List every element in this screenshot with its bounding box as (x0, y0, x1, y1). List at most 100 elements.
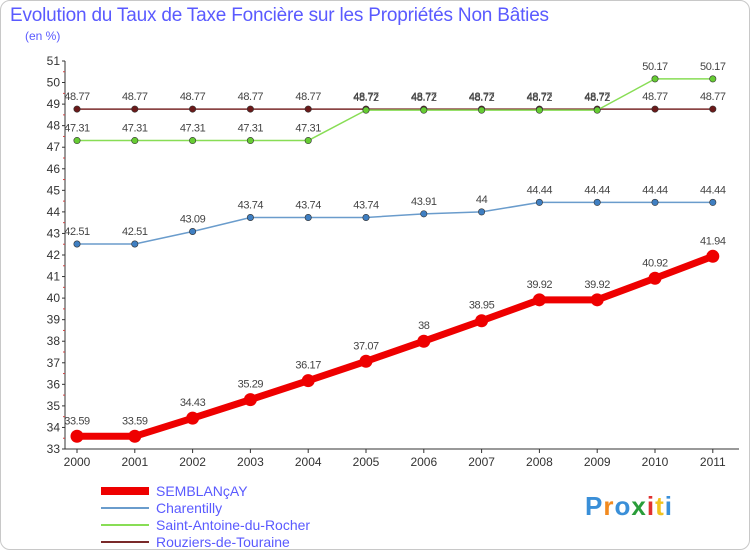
data-label: 48.72 (527, 92, 553, 104)
x-tick-label: 2008 (526, 455, 553, 469)
x-tick-label: 2011 (700, 455, 726, 469)
logo-letter: x (631, 491, 647, 521)
data-label: 40.92 (642, 257, 668, 269)
data-point (420, 106, 428, 114)
data-label: 43.91 (411, 196, 437, 208)
series-line (73, 252, 717, 440)
y-tick-label: 37 (47, 356, 61, 370)
data-point (709, 198, 717, 206)
data-label: 48.72 (584, 92, 610, 104)
data-label: 42.51 (64, 226, 90, 238)
x-tick-label: 2006 (410, 455, 437, 469)
y-tick-label: 46 (47, 162, 61, 176)
data-label: 44.44 (700, 184, 726, 196)
legend-label: Rouziers-de-Touraine (156, 534, 290, 550)
data-label: 43.74 (353, 199, 379, 211)
data-point (420, 210, 428, 218)
data-label: 42.51 (122, 226, 148, 238)
legend-swatch (101, 541, 149, 543)
data-label: 33.59 (64, 415, 90, 427)
data-point (475, 314, 489, 328)
data-label: 41.94 (700, 235, 726, 247)
data-point (131, 105, 139, 113)
data-point (709, 75, 717, 83)
data-label: 44.44 (642, 184, 668, 196)
legend-swatch (101, 507, 149, 509)
data-label: 37.07 (353, 340, 379, 352)
logo-letter: o (614, 491, 632, 521)
data-label: 48.77 (469, 91, 495, 103)
data-point (362, 213, 370, 221)
x-tick-label: 2004 (295, 455, 322, 469)
data-point (301, 374, 315, 388)
data-label: 48.77 (180, 91, 206, 103)
data-label: 48.77 (700, 91, 726, 103)
y-tick-label: 36 (47, 377, 61, 391)
data-point (304, 137, 312, 145)
y-tick-label: 47 (47, 140, 61, 154)
data-point (246, 137, 254, 145)
data-point (246, 213, 254, 221)
data-point (189, 105, 197, 113)
data-point (73, 105, 81, 113)
y-tick-label: 41 (47, 270, 61, 284)
data-label: 36.17 (295, 360, 321, 372)
legend-label: Charentilly (156, 500, 223, 516)
data-point (532, 293, 546, 307)
data-label: 43.09 (180, 214, 206, 226)
data-label: 48.77 (122, 91, 148, 103)
data-label: 33.59 (122, 415, 148, 427)
data-point (246, 105, 254, 113)
data-label: 48.77 (411, 91, 437, 103)
data-point (593, 106, 601, 114)
data-label: 47.31 (295, 123, 321, 135)
data-label: 47.31 (64, 123, 90, 135)
y-tick-label: 42 (47, 248, 61, 262)
legend-label: Saint-Antoine-du-Rocher (156, 517, 311, 533)
data-point (73, 240, 81, 248)
data-label: 39.92 (584, 279, 610, 291)
data-point (73, 137, 81, 145)
data-point (478, 208, 486, 216)
logo-letter: i (646, 491, 656, 521)
data-point (243, 393, 257, 407)
data-point (189, 228, 197, 236)
unit-label: (en %) (25, 29, 61, 43)
y-tick-label: 39 (47, 313, 61, 327)
data-label: 38.95 (469, 300, 495, 312)
data-label: 39.92 (527, 279, 553, 291)
data-label: 38 (418, 320, 430, 332)
y-tick-label: 33 (47, 442, 61, 456)
data-label: 47.31 (122, 123, 148, 135)
data-label: 48.77 (584, 91, 610, 103)
data-point (362, 106, 370, 114)
data-point (651, 75, 659, 83)
proxiti-logo: Proxiti (585, 491, 673, 522)
y-tick-label: 43 (47, 226, 61, 240)
data-label: 48.72 (411, 92, 437, 104)
data-label: 48.77 (64, 91, 90, 103)
data-label: 44.44 (527, 184, 553, 196)
data-point (709, 105, 717, 113)
series-line (76, 78, 714, 142)
y-tick-label: 50 (47, 76, 61, 90)
y-tick-label: 35 (47, 399, 61, 413)
y-tick-label: 51 (47, 54, 61, 68)
data-point (304, 105, 312, 113)
data-label: 50.17 (642, 61, 668, 73)
x-tick-label: 2003 (237, 455, 264, 469)
data-label: 48.77 (353, 91, 379, 103)
data-point (131, 137, 139, 145)
data-label: 43.74 (295, 199, 321, 211)
data-point (648, 271, 662, 285)
y-tick-label: 48 (47, 119, 61, 133)
data-point (304, 213, 312, 221)
data-label: 48.72 (469, 92, 495, 104)
data-label: 44 (476, 194, 488, 206)
data-point (189, 137, 197, 145)
data-point (651, 105, 659, 113)
logo-letter: r (603, 491, 615, 521)
data-point (128, 429, 142, 443)
legend-swatch (101, 524, 149, 526)
